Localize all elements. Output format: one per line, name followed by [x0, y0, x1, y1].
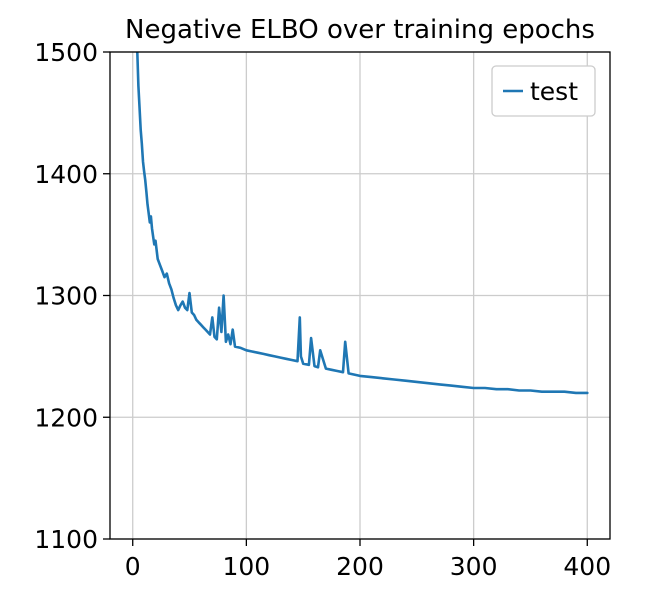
y-tick-label: 1200	[34, 403, 98, 432]
x-tick-label: 200	[336, 552, 384, 581]
x-tick-label: 100	[223, 552, 271, 581]
legend: test	[491, 65, 596, 117]
x-tick-label: 0	[125, 552, 141, 581]
grid-layer	[110, 51, 610, 540]
series-line-test	[135, 52, 589, 395]
legend-box	[491, 65, 596, 117]
series-layer	[135, 52, 589, 395]
y-tick-label: 1100	[34, 525, 98, 554]
y-tick-label: 1400	[34, 160, 98, 189]
tick-layer: 0 100 200 300 400 1100 1200 1300 1400 1500	[34, 38, 611, 581]
y-tick-label: 1300	[34, 282, 98, 311]
x-tick-label: 400	[563, 552, 611, 581]
x-tick-label: 300	[450, 552, 498, 581]
legend-label: test	[530, 77, 578, 106]
chart-title: Negative ELBO over training epochs	[125, 15, 595, 45]
y-tick-label: 1500	[34, 38, 98, 67]
